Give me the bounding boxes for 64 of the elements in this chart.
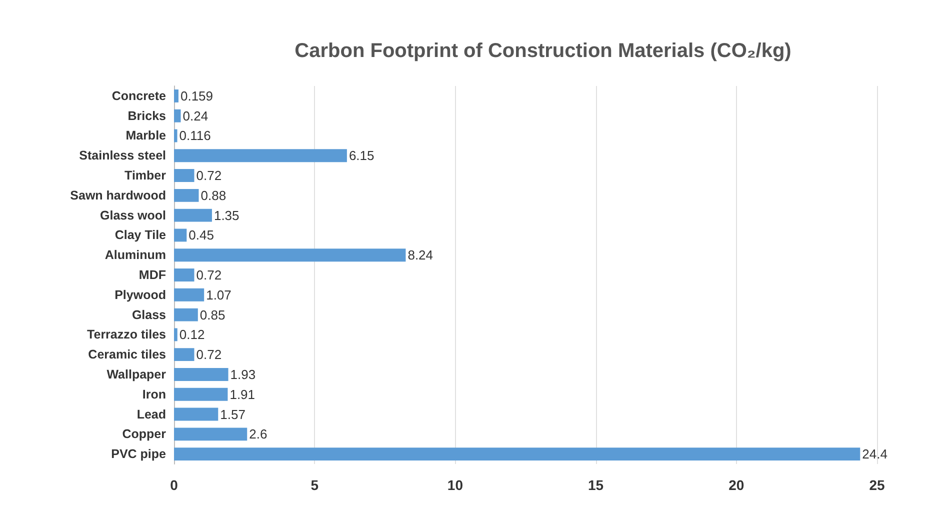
data-label: 1.57: [220, 406, 246, 422]
y-tick-label: Terrazzo tiles: [87, 328, 166, 342]
y-tick-label: Sawn hardwood: [70, 188, 166, 202]
data-label: 0.72: [196, 268, 222, 282]
x-tick-label: 5: [310, 477, 319, 493]
bar: [174, 388, 228, 401]
y-tick-label: Copper: [122, 427, 166, 442]
data-label: 1.07: [206, 287, 232, 302]
y-tick-label: PVC pipe: [111, 447, 166, 462]
data-label: 0.72: [196, 168, 222, 184]
bar: [174, 188, 199, 202]
data-label: 0.88: [200, 188, 226, 203]
data-label: 0.116: [179, 128, 211, 144]
bar: [174, 368, 228, 381]
y-tick-label: Bricks: [128, 108, 166, 123]
y-tick-label: Marble: [126, 128, 166, 143]
y-tick-label: Stainless steel: [79, 148, 166, 163]
data-label: 0.12: [179, 327, 205, 342]
data-label: 6.15: [348, 148, 374, 164]
bar: [174, 109, 181, 122]
y-tick-label: Timber: [124, 168, 166, 183]
data-label: 0.85: [200, 307, 226, 322]
data-label: 0.159: [180, 88, 214, 104]
y-tick-label: Ceramic tiles: [88, 348, 166, 362]
x-tick-label: 0: [170, 477, 178, 493]
x-tick-label: 10: [447, 477, 464, 493]
y-tick-label: Aluminum: [104, 248, 166, 262]
y-tick-label: Plywood: [114, 288, 166, 302]
x-tick-label: 15: [588, 477, 604, 493]
bar: [174, 149, 347, 162]
data-label: 1.35: [214, 208, 240, 223]
y-tick-label: Iron: [142, 387, 166, 402]
bar: [174, 308, 198, 322]
bar: [174, 228, 187, 242]
bar: [174, 248, 406, 262]
y-tick-label: Clay Tile: [114, 228, 166, 242]
bar: [174, 129, 178, 142]
bar: [174, 428, 248, 441]
bar: [174, 208, 212, 222]
bar: [174, 328, 178, 342]
bar: [174, 169, 194, 182]
bar: [174, 268, 194, 282]
data-label: 0.72: [196, 347, 222, 362]
bar: [174, 408, 218, 421]
bar: [174, 288, 204, 302]
chart-title: Carbon Footprint of Construction Materials (CO₂/kg): [294, 40, 792, 62]
x-tick-label: 20: [728, 477, 744, 493]
data-label: 24.4: [862, 446, 888, 462]
data-label: 0.45: [188, 228, 214, 243]
y-tick-label: Glass wool: [100, 208, 166, 222]
x-tick-label: 25: [869, 477, 885, 493]
bar: [174, 89, 178, 102]
bar: [174, 448, 860, 461]
data-label: 1.91: [230, 386, 256, 402]
y-tick-label: Wallpaper: [106, 367, 166, 382]
y-tick-label: Lead: [136, 407, 166, 422]
data-label: 2.6: [249, 426, 268, 442]
bar: [174, 348, 194, 362]
data-label: 0.24: [182, 108, 208, 124]
y-tick-label: Concrete: [112, 88, 166, 103]
y-tick-label: MDF: [138, 268, 166, 282]
data-label: 8.24: [408, 248, 434, 263]
data-label: 1.93: [230, 366, 256, 382]
y-tick-label: Glass: [132, 308, 166, 322]
